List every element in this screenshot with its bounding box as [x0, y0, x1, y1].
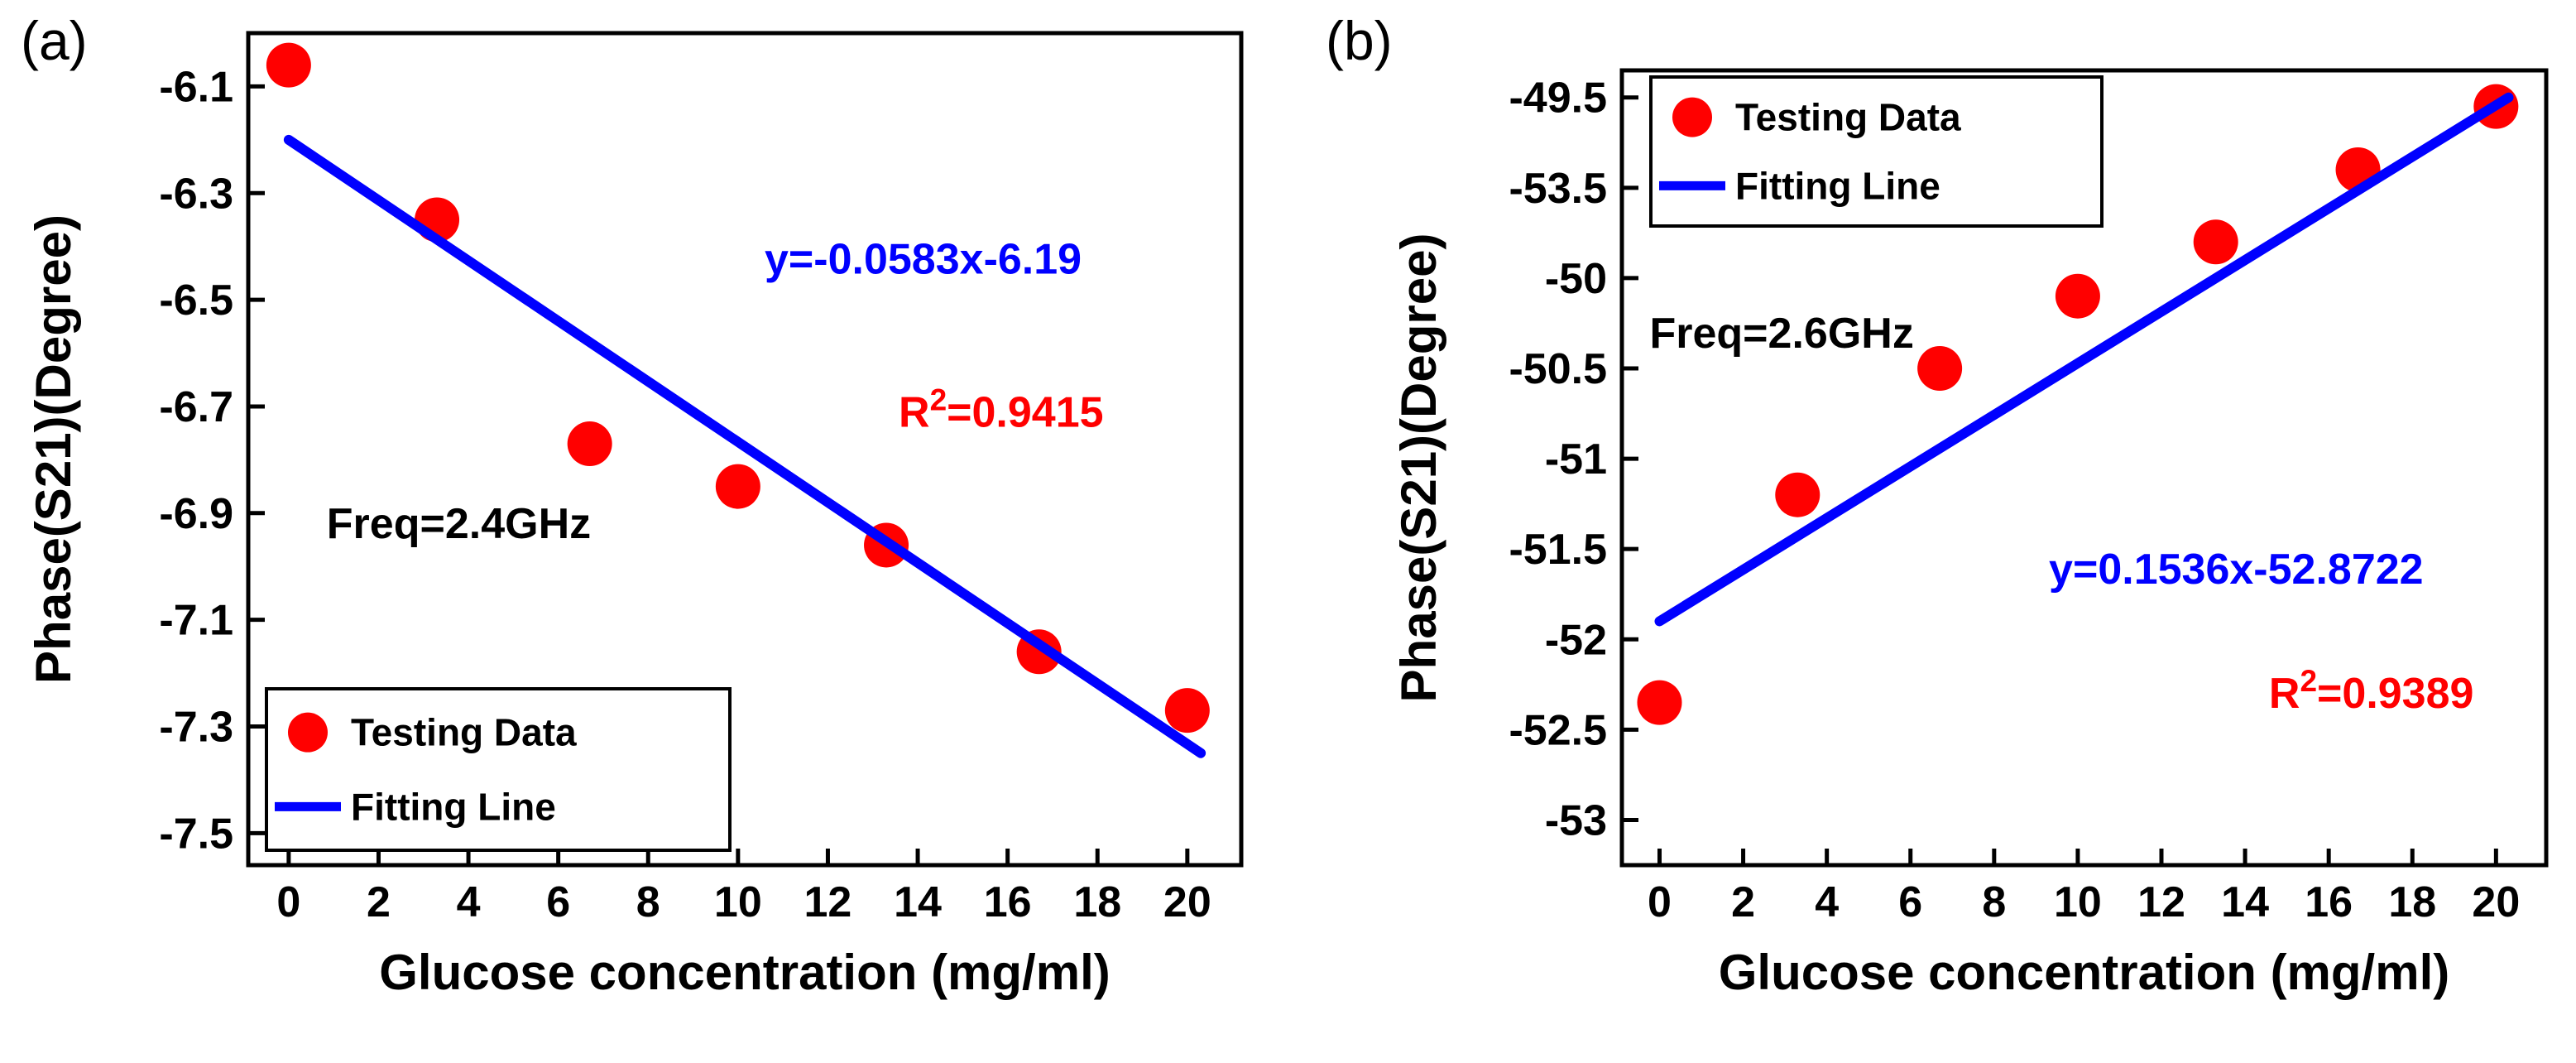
y-tick-label: -53 [1545, 796, 1607, 844]
x-tick-label: 16 [2305, 878, 2353, 926]
y-tick-label: -49.5 [1509, 75, 1607, 123]
panel-letter-a: (a) [21, 10, 88, 71]
y-tick-label: -50 [1545, 255, 1607, 303]
legend-label: Fitting Line [351, 785, 556, 828]
annotation-freq: Freq=2.6GHz [1650, 310, 1914, 358]
fitting-line [1654, 92, 2514, 627]
y-tick-label: -7.1 [159, 597, 233, 645]
y-tick-label: -53.5 [1509, 165, 1607, 213]
annotation-r-squared: R2=0.9415 [899, 383, 1104, 437]
x-tick-label: 18 [1073, 878, 1121, 926]
x-tick-label: 8 [1982, 878, 2006, 926]
legend-dot-marker [288, 712, 328, 753]
y-tick-label: -51.5 [1509, 526, 1607, 574]
annotation-equation: y=-0.0583x-6.19 [765, 235, 1082, 283]
y-tick-label: -7.3 [159, 704, 233, 752]
y-tick-label: -50.5 [1509, 345, 1607, 393]
y-axis-title: Phase(S21)(Degree) [26, 214, 81, 684]
x-tick-label: 10 [714, 878, 762, 926]
legend-box [1649, 75, 2103, 228]
x-axis-title: Glucose concentration (mg/ml) [1719, 945, 2449, 1000]
y-tick-label: -6.5 [159, 277, 233, 325]
y-tick-label: -6.7 [159, 383, 233, 431]
x-tick-label: 20 [1163, 878, 1211, 926]
data-point [567, 421, 612, 467]
data-point [1637, 680, 1682, 725]
x-tick-label: 8 [636, 878, 660, 926]
legend-label: Testing Data [351, 711, 577, 754]
x-tick-label: 16 [984, 878, 1032, 926]
panel-letter-b: (b) [1326, 10, 1393, 71]
legend-label: Fitting Line [1735, 164, 1940, 207]
x-tick-label: 14 [2221, 878, 2269, 926]
data-point [1164, 688, 1210, 734]
data-point [266, 42, 311, 88]
annotation-r-squared: R2=0.9389 [2269, 664, 2474, 718]
x-tick-label: 0 [1648, 878, 1672, 926]
x-tick-label: 12 [804, 878, 852, 926]
legend-label: Testing Data [1735, 96, 1961, 139]
x-tick-label: 6 [546, 878, 570, 926]
x-tick-label: 2 [367, 878, 391, 926]
legend-box [265, 687, 732, 852]
annotation-equation: y=0.1536x-52.8722 [2049, 546, 2424, 594]
y-tick-label: -6.1 [159, 63, 233, 111]
chart-panel-b: (b) 0 2 4 6 8 10 12 14 16 18 20 -49.5 -53.5 -50 -50.5 -5… [1326, 10, 2549, 1000]
y-tick-label: -52.5 [1509, 706, 1607, 754]
x-tick-label: 18 [2388, 878, 2436, 926]
fitting-line [283, 134, 1206, 758]
y-tick-label: -51 [1545, 435, 1607, 483]
x-tick-label: 14 [894, 878, 942, 926]
data-point [1775, 472, 1820, 517]
x-tick-label: 20 [2472, 878, 2520, 926]
x-tick-label: 12 [2137, 878, 2185, 926]
x-tick-label: 0 [276, 878, 300, 926]
y-axis-title: Phase(S21)(Degree) [1391, 233, 1446, 703]
y-tick-label: -52 [1545, 616, 1607, 664]
x-tick-label: 2 [1731, 878, 1755, 926]
data-point [2055, 273, 2100, 319]
legend-dot-marker [1672, 97, 1712, 137]
annotation-freq: Freq=2.4GHz [327, 500, 591, 548]
x-tick-label: 4 [457, 878, 481, 926]
y-tick-label: -6.3 [159, 170, 233, 218]
x-tick-label: 10 [2054, 878, 2102, 926]
x-tick-label: 6 [1898, 878, 1922, 926]
y-tick-label: -6.9 [159, 490, 233, 538]
x-axis-title: Glucose concentration (mg/ml) [379, 945, 1110, 1000]
chart-panel-a: (a) 0 2 4 6 8 10 12 14 16 18 20 -6.1 -6.3 -6.5 -6.7 -6.9… [21, 10, 1244, 1000]
y-tick-label: -7.5 [159, 810, 233, 858]
data-point [1917, 346, 1963, 391]
data-point [715, 464, 760, 509]
data-point [2193, 219, 2238, 265]
x-tick-label: 4 [1815, 878, 1839, 926]
